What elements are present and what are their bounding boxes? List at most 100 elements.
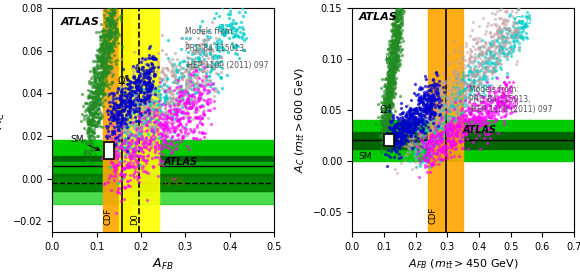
Point bbox=[501, 18, 510, 23]
Point bbox=[524, 13, 533, 17]
Point bbox=[398, 122, 407, 126]
Point bbox=[453, 72, 462, 77]
Point bbox=[387, 63, 396, 67]
Point bbox=[389, 116, 398, 121]
Point bbox=[119, 166, 129, 170]
Point bbox=[140, 82, 150, 86]
Point bbox=[126, 115, 136, 119]
Point bbox=[140, 168, 149, 173]
Point bbox=[411, 108, 420, 113]
Point bbox=[444, 127, 453, 132]
Point bbox=[404, 112, 414, 117]
Point bbox=[384, 50, 393, 55]
Point bbox=[508, 95, 517, 100]
Point bbox=[97, 56, 106, 60]
Point bbox=[93, 72, 103, 76]
Point bbox=[131, 85, 140, 89]
Point bbox=[159, 77, 168, 82]
Point bbox=[500, 122, 509, 127]
Point bbox=[82, 101, 92, 105]
Point bbox=[157, 102, 166, 107]
Point bbox=[184, 70, 194, 74]
Point bbox=[477, 101, 486, 105]
Point bbox=[111, 168, 120, 172]
Point bbox=[146, 76, 155, 80]
Point bbox=[388, 89, 397, 93]
Point bbox=[187, 49, 196, 53]
Point bbox=[409, 126, 419, 131]
Point bbox=[85, 134, 94, 138]
Point bbox=[113, 57, 122, 62]
Point bbox=[132, 105, 141, 110]
Point bbox=[478, 50, 487, 55]
Point bbox=[164, 67, 173, 72]
Point bbox=[158, 133, 167, 137]
Point bbox=[104, 43, 113, 47]
Point bbox=[385, 83, 394, 88]
Point bbox=[200, 112, 209, 116]
Point bbox=[384, 117, 393, 122]
Point bbox=[384, 72, 393, 76]
Point bbox=[386, 66, 396, 70]
Point bbox=[406, 141, 415, 145]
Point bbox=[119, 159, 129, 163]
Point bbox=[142, 71, 151, 75]
Point bbox=[184, 85, 194, 90]
Point bbox=[448, 95, 457, 99]
Point bbox=[521, 21, 530, 26]
Point bbox=[470, 64, 480, 69]
Point bbox=[128, 120, 137, 124]
Point bbox=[96, 51, 106, 55]
Point bbox=[90, 72, 100, 77]
Point bbox=[115, 120, 125, 125]
Point bbox=[379, 118, 389, 123]
Point bbox=[407, 134, 416, 139]
Point bbox=[437, 105, 447, 109]
Point bbox=[421, 97, 430, 101]
Point bbox=[488, 61, 498, 65]
Point bbox=[450, 71, 459, 76]
Point bbox=[117, 123, 126, 128]
Point bbox=[445, 109, 455, 113]
Point bbox=[138, 81, 147, 86]
Point bbox=[85, 139, 94, 144]
Point bbox=[88, 91, 97, 95]
Point bbox=[506, 84, 516, 88]
Point bbox=[109, 36, 118, 40]
Point bbox=[104, 19, 113, 24]
Point bbox=[149, 74, 158, 78]
Point bbox=[125, 142, 134, 147]
Point bbox=[109, 148, 118, 152]
Point bbox=[449, 100, 458, 104]
Point bbox=[484, 85, 494, 90]
Point bbox=[465, 59, 474, 63]
Point bbox=[478, 52, 488, 56]
Point bbox=[143, 75, 152, 80]
Point bbox=[445, 132, 454, 137]
Point bbox=[90, 95, 100, 99]
Point bbox=[130, 133, 139, 137]
Point bbox=[395, 15, 404, 20]
Point bbox=[157, 111, 166, 115]
Point bbox=[452, 74, 461, 78]
Point bbox=[422, 88, 432, 93]
Point bbox=[123, 134, 132, 138]
Point bbox=[167, 74, 176, 79]
Point bbox=[380, 120, 390, 124]
Point bbox=[88, 74, 97, 79]
Point bbox=[393, 40, 402, 44]
Point bbox=[116, 191, 125, 195]
Point bbox=[509, 20, 518, 24]
Point bbox=[481, 104, 490, 108]
Point bbox=[455, 116, 465, 121]
Point bbox=[128, 89, 137, 93]
Point bbox=[505, 28, 514, 32]
Point bbox=[396, 139, 405, 143]
Point bbox=[380, 105, 389, 110]
Point bbox=[446, 155, 455, 159]
Point bbox=[139, 75, 148, 80]
Point bbox=[423, 115, 432, 119]
Point bbox=[90, 59, 100, 63]
Point bbox=[422, 144, 431, 148]
Point bbox=[138, 112, 147, 116]
